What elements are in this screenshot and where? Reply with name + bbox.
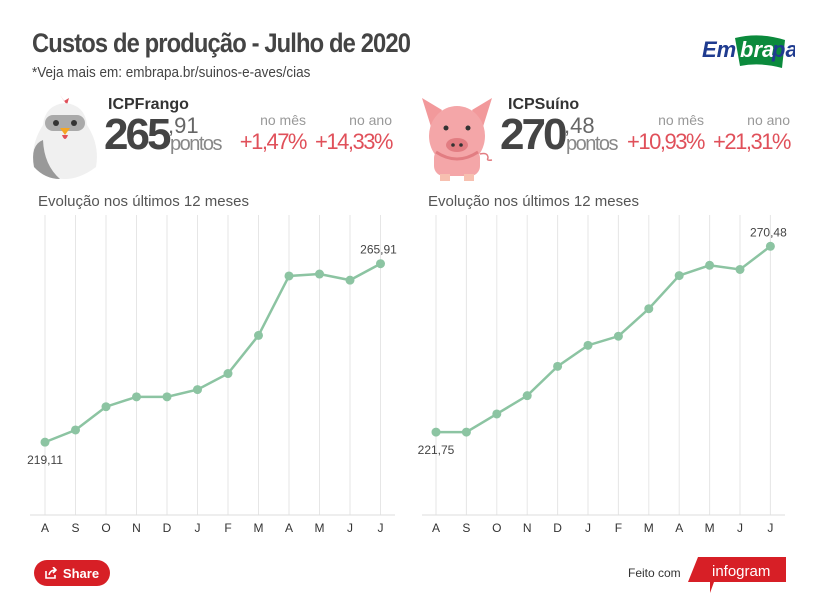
- data-point: [193, 385, 202, 395]
- x-tick-label: J: [195, 521, 201, 535]
- chicken-icon: [33, 95, 97, 179]
- data-point: [132, 392, 141, 402]
- data-point: [735, 264, 745, 274]
- suino-mes-value: +10,93%: [627, 129, 705, 154]
- data-point: [461, 427, 471, 437]
- suino-name: ICPSuíno: [508, 96, 580, 113]
- x-tick-label: S: [462, 521, 470, 535]
- x-tick-label: A: [285, 521, 293, 535]
- data-point: [765, 241, 775, 251]
- x-tick-label: J: [585, 521, 591, 535]
- data-point: [284, 271, 294, 281]
- frango-name: ICPFrango: [108, 96, 189, 113]
- x-tick-label: S: [71, 521, 79, 535]
- pig-icon: [422, 98, 493, 181]
- x-tick-label: J: [767, 521, 773, 535]
- data-label-first: 221,75: [418, 443, 455, 457]
- x-tick-label: M: [705, 521, 715, 535]
- data-point: [705, 260, 715, 270]
- infogram-logo[interactable]: infogram: [688, 557, 788, 593]
- share-button[interactable]: Share: [34, 560, 110, 586]
- data-point: [431, 427, 441, 437]
- suino-decimal: ,48: [564, 113, 595, 138]
- data-point: [376, 259, 385, 269]
- data-point: [315, 269, 324, 279]
- x-tick-label: A: [675, 521, 683, 535]
- x-tick-label: D: [553, 521, 562, 535]
- suino-mes-label: no mês: [658, 112, 704, 128]
- data-point: [254, 330, 263, 340]
- data-point: [492, 409, 502, 419]
- series-line: [44, 262, 382, 444]
- share-icon: [45, 567, 57, 579]
- infogram-text: infogram: [712, 563, 770, 580]
- data-point: [583, 340, 593, 350]
- frango-mes-value: +1,47%: [239, 129, 308, 154]
- frango-ano-label: no ano: [349, 112, 392, 128]
- x-tick-label: F: [615, 521, 622, 535]
- data-point: [223, 369, 233, 379]
- page-title: Custos de produção - Julho de 2020: [32, 28, 411, 58]
- data-point: [613, 331, 623, 341]
- data-point: [101, 402, 111, 412]
- suino-ano-label: no ano: [747, 112, 790, 128]
- suino-unit: pontos: [566, 133, 619, 155]
- data-point: [522, 391, 532, 401]
- svg-text:pa: pa: [771, 37, 795, 62]
- x-tick-label: M: [254, 521, 264, 535]
- embrapa-logo: Em bra pa: [702, 35, 795, 68]
- subtitle: *Veja mais em: embrapa.br/suinos-e-aves/…: [32, 64, 311, 81]
- x-tick-label: N: [523, 521, 532, 535]
- x-tick-label: O: [101, 521, 110, 535]
- x-tick-label: J: [347, 521, 353, 535]
- data-point: [40, 437, 50, 447]
- x-tick-label: J: [737, 521, 743, 535]
- data-point: [644, 304, 654, 314]
- series-line: [436, 245, 772, 434]
- data-label-first: 219,11: [27, 453, 63, 467]
- x-tick-label: A: [432, 521, 440, 535]
- share-label: Share: [62, 565, 100, 581]
- made-with-label: Feito com: [628, 566, 681, 580]
- data-point: [71, 425, 80, 435]
- x-tick-label: N: [132, 521, 141, 535]
- x-tick-label: M: [644, 521, 654, 535]
- x-tick-label: D: [163, 521, 172, 535]
- suino-value: 270: [500, 110, 567, 159]
- svg-text:bra: bra: [740, 37, 774, 62]
- x-tick-label: O: [492, 521, 501, 535]
- chart-title-suino: Evolução nos últimos 12 meses: [428, 193, 639, 210]
- data-label-last: 265,91: [360, 243, 397, 257]
- x-tick-label: A: [41, 521, 49, 535]
- suino-ano-value: +21,31%: [713, 129, 791, 154]
- frango-unit: pontos: [170, 133, 223, 155]
- frango-value: 265: [104, 110, 171, 159]
- x-tick-label: M: [315, 521, 325, 535]
- x-tick-label: J: [378, 521, 384, 535]
- data-label-last: 270,48: [750, 225, 787, 239]
- svg-text:Em: Em: [702, 37, 736, 62]
- frango-mes-label: no mês: [260, 112, 306, 128]
- data-point: [345, 275, 355, 285]
- data-point: [553, 361, 563, 371]
- data-point: [162, 392, 172, 402]
- frango-decimal: ,91: [168, 113, 199, 138]
- frango-ano-value: +14,33%: [315, 129, 393, 154]
- chart-title-frango: Evolução nos últimos 12 meses: [38, 193, 249, 210]
- x-tick-label: F: [224, 521, 231, 535]
- data-point: [674, 271, 684, 281]
